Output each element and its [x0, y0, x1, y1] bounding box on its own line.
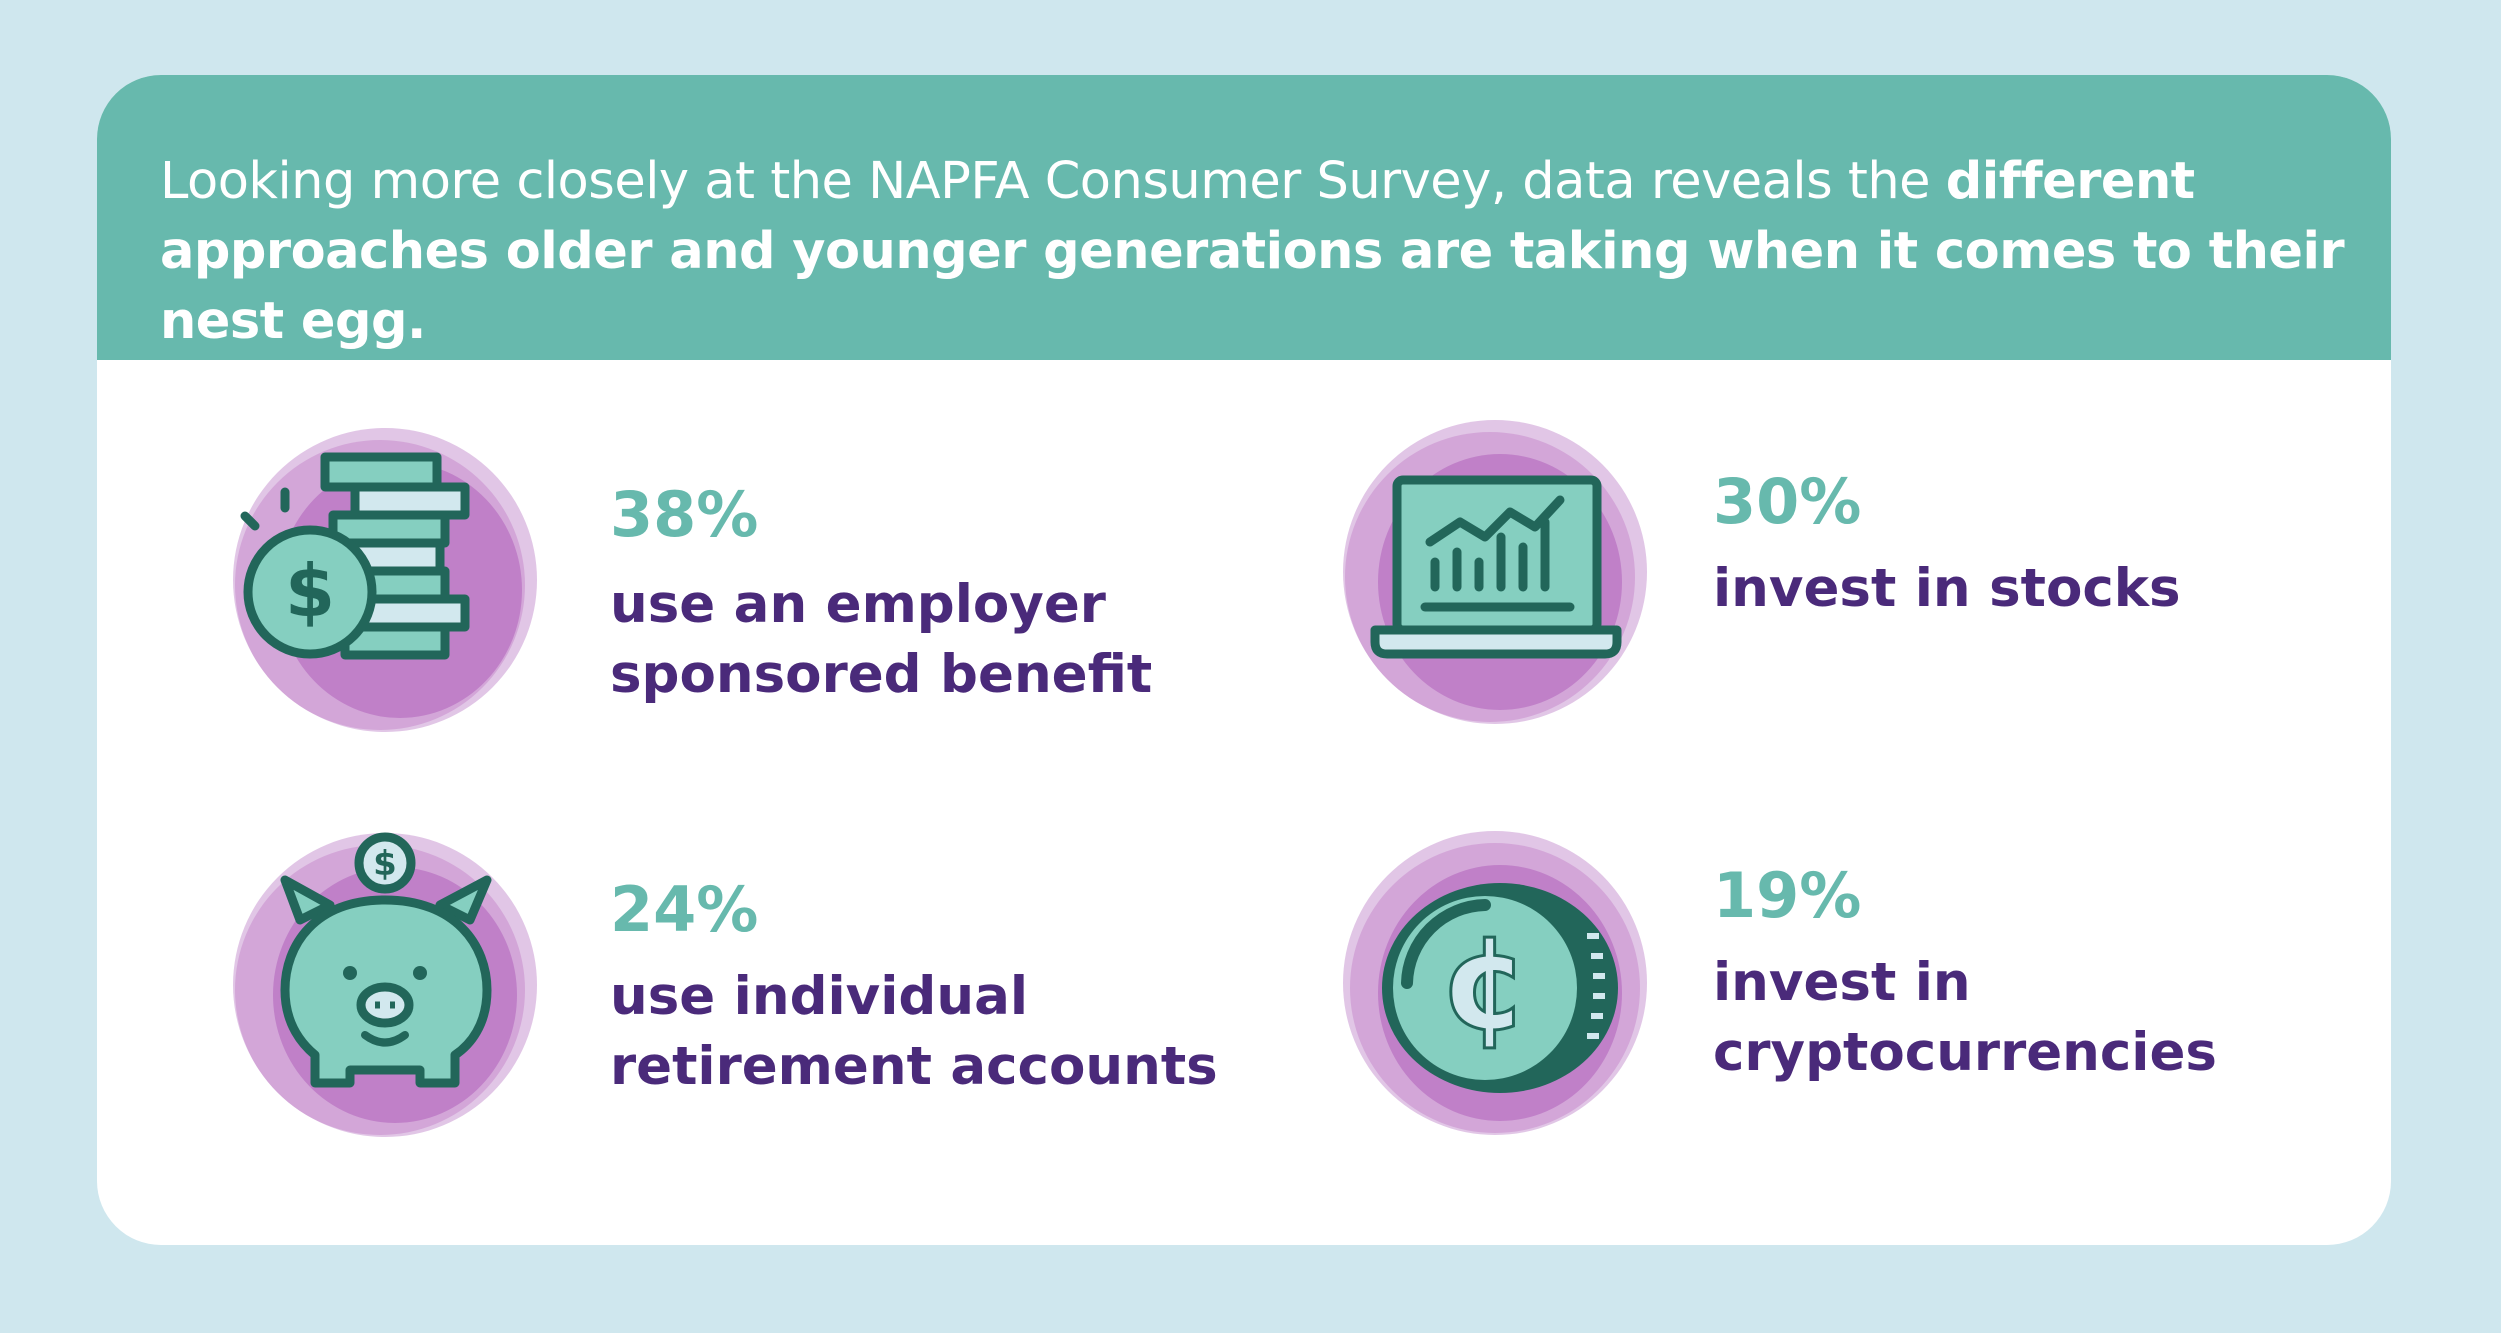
label-line: invest in [1713, 952, 1971, 1013]
header-text: Looking more closely at the NAPFA Consum… [160, 147, 2360, 357]
header-banner: Looking more closely at the NAPFA Consum… [97, 75, 2391, 360]
svg-text:¢: ¢ [1440, 907, 1530, 1059]
label-line: sponsored benefit [610, 644, 1153, 705]
stat-percent-ira: 24% [610, 873, 759, 946]
label-line: use individual [610, 966, 1028, 1027]
laptop-chart-icon [1343, 420, 1647, 724]
piggy-bank-icon: $ [233, 832, 537, 1137]
label-line: use an employer [610, 574, 1106, 635]
header-emphasis: different approaches older and younger g… [160, 152, 2345, 351]
stat-percent-crypto: 19% [1713, 859, 1862, 932]
label-line: retirement accounts [610, 1036, 1218, 1097]
stat-label-crypto: invest in cryptocurrencies [1713, 948, 2391, 1088]
label-line: cryptocurrencies [1713, 1022, 2217, 1083]
infographic-card: Looking more closely at the NAPFA Consum… [97, 75, 2391, 1245]
svg-text:$: $ [285, 549, 335, 633]
stat-percent-employer: 38% [610, 478, 759, 551]
crypto-coin-icon: ¢ [1343, 831, 1647, 1135]
svg-text:$: $ [373, 844, 397, 884]
stat-label-employer: use an employer sponsored benefit [610, 570, 1310, 710]
stat-label-ira: use individual retirement accounts [610, 962, 1310, 1102]
coin-stack-dollar-icon: $ [233, 428, 537, 732]
stat-percent-stocks: 30% [1713, 465, 1862, 538]
stat-label-stocks: invest in stocks [1713, 554, 2391, 624]
header-intro: Looking more closely at the NAPFA Consum… [160, 152, 1946, 211]
label-line: invest in stocks [1713, 558, 2181, 619]
